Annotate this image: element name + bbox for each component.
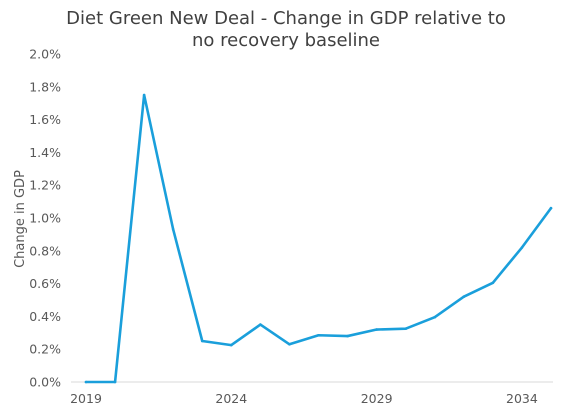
y-tick-label: 0.2% — [29, 342, 61, 357]
series-group — [84, 93, 553, 384]
y-axis-ticks: 0.0% 0.2% 0.4% 0.6% 0.8% 1.0% 1.2% 1.4% 1.6% 1.8%… — [29, 47, 61, 390]
y-tick-label: 0.8% — [29, 243, 61, 258]
chart-title-line-1: Diet Green New Deal - Change in GDP rela… — [66, 8, 506, 29]
x-tick-label: 2034 — [506, 391, 538, 406]
y-axis-title: Change in GDP — [13, 170, 28, 268]
data-point — [375, 328, 378, 331]
y-tick-label: 1.8% — [29, 79, 61, 94]
y-tick-label: 1.4% — [29, 145, 61, 160]
data-point — [520, 246, 524, 249]
data-point — [84, 380, 88, 384]
y-tick-label: 0.6% — [29, 276, 61, 291]
data-point — [404, 327, 407, 331]
data-point — [259, 323, 262, 326]
data-point — [549, 206, 553, 210]
y-tick-label: 1.6% — [29, 112, 61, 127]
y-tick-label: 1.2% — [29, 178, 61, 193]
y-tick-label: 2.0% — [29, 47, 61, 62]
y-tick-label: 0.0% — [29, 375, 61, 390]
y-tick-label: 0.4% — [29, 309, 61, 324]
data-point — [113, 380, 117, 384]
y-tick-label: 1.0% — [29, 211, 61, 226]
data-point — [200, 339, 204, 343]
data-point — [317, 333, 320, 337]
data-point — [462, 295, 466, 299]
data-point — [288, 342, 291, 346]
x-axis-ticks: 2019 2024 2029 2034 — [70, 391, 538, 406]
data-point — [171, 228, 175, 231]
data-point — [142, 93, 146, 97]
data-point — [230, 343, 233, 347]
chart-title: Diet Green New Deal - Change in GDP rela… — [66, 8, 506, 51]
series-line — [84, 93, 553, 384]
x-tick-label: 2029 — [361, 391, 393, 406]
chart-title-line-2: no recovery baseline — [192, 30, 380, 51]
x-tick-label: 2024 — [215, 391, 247, 406]
data-point — [433, 315, 437, 319]
data-point — [491, 281, 495, 285]
x-tick-label: 2019 — [70, 391, 102, 406]
data-point — [346, 334, 349, 338]
